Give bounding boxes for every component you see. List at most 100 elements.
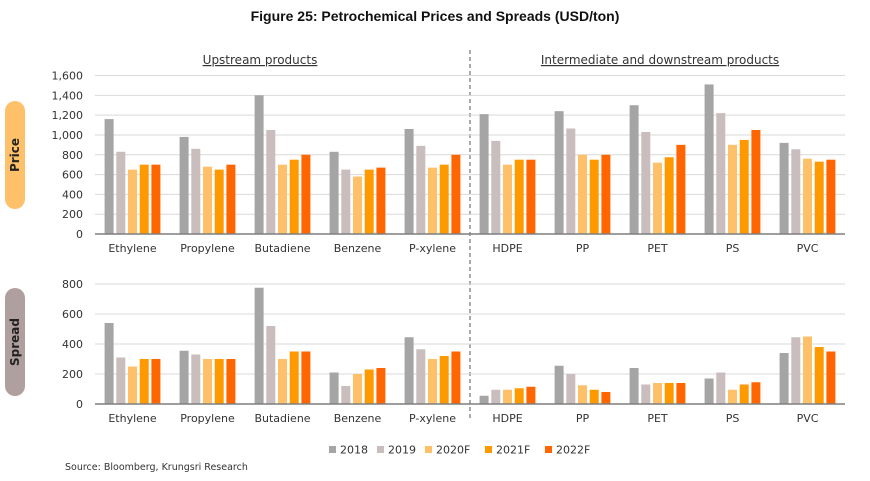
legend-item-2021f: 2021F [485,444,530,457]
bar-spread-hdpe-2019 [491,389,501,404]
bar-spread-p-xylene-2021f [439,356,449,404]
category-label: PVC [797,412,819,425]
bar-price-ethylene-2019 [116,151,126,234]
bar-spread-ps-2018 [704,378,714,404]
category-label: P-xylene [409,242,456,255]
bar-price-ps-2020f [728,144,737,234]
bar-spread-benzene-2021f [364,369,374,404]
bar-spread-ethylene-2020f [128,366,137,404]
bar-spread-ethylene-2019 [116,357,126,404]
legend-label: 2018 [340,444,368,457]
bar-price-hdpe-2020f [503,164,512,234]
legend-swatch [425,446,432,453]
bar-price-butadiene-2019 [266,129,276,234]
bar-price-pvc-2019 [791,149,801,234]
bar-price-ethylene-2021f [139,164,149,234]
bar-spread-butadiene-2022f [301,351,311,404]
legend-label: 2021F [496,444,530,457]
legend-swatch [485,446,492,453]
bar-spread-ps-2022f [751,382,761,404]
legend-swatch [377,446,384,453]
legend-swatch [545,446,552,453]
bar-price-pp-2021f [589,159,599,234]
y-tick-label: 1,400 [52,89,84,102]
bar-price-pp-2020f [578,154,587,234]
bar-price-ethylene-2020f [128,169,137,234]
bar-price-butadiene-2018 [254,95,264,234]
bar-spread-hdpe-2018 [479,395,489,404]
category-label: HDPE [492,242,522,255]
bar-price-benzene-2020f [353,176,362,234]
bar-price-pet-2020f [653,162,662,234]
bar-price-propylene-2022f [226,164,236,234]
bar-spread-ps-2021f [739,384,749,404]
bar-price-benzene-2022f [376,167,386,234]
y-tick-label: 800 [62,149,83,162]
legend-item-2020f: 2020F [425,444,470,457]
bar-spread-p-xylene-2020f [428,359,437,404]
section-label-upstream: Upstream products [203,53,318,67]
y-tick-label: 800 [62,278,83,291]
bar-spread-propylene-2019 [191,354,201,404]
category-label: Butadiene [254,242,310,255]
category-label: PS [726,412,740,425]
bar-spread-pp-2022f [601,392,611,404]
category-label: Propylene [180,412,235,425]
bar-spread-pvc-2021f [814,347,824,404]
bar-spread-butadiene-2021f [289,351,299,404]
bar-spread-pet-2020f [653,383,662,404]
bar-spread-pp-2018 [554,365,564,404]
y-tick-label: 600 [62,169,83,182]
y-tick-label: 200 [62,368,83,381]
y-tick-label: 200 [62,208,83,221]
bar-spread-p-xylene-2018 [404,337,414,404]
bar-spread-ps-2019 [716,372,726,404]
y-tick-label: 400 [62,338,83,351]
bar-spread-hdpe-2022f [526,386,536,404]
bar-price-p-xylene-2022f [451,154,461,234]
category-label: Ethylene [108,412,157,425]
y-tick-label: 0 [76,398,83,411]
bar-price-butadiene-2022f [301,154,311,234]
bar-price-pvc-2021f [814,161,824,234]
bar-spread-butadiene-2020f [278,359,287,404]
bar-spread-pvc-2022f [826,351,836,404]
category-label: PVC [797,242,819,255]
bar-price-ps-2019 [716,113,726,234]
bar-price-pet-2022f [676,144,686,234]
bar-spread-propylene-2022f [226,359,236,404]
bar-spread-benzene-2019 [341,386,351,404]
spread-pill: Spread [5,288,25,396]
y-tick-label: 1,600 [52,70,84,83]
y-tick-label: 0 [76,228,83,241]
bar-spread-hdpe-2021f [514,388,524,404]
legend-label: 2022F [556,444,590,457]
bar-price-pet-2021f [664,157,674,234]
bar-price-propylene-2021f [214,169,224,234]
bar-price-pp-2018 [554,111,564,234]
category-label: Butadiene [254,412,310,425]
bar-spread-pp-2019 [566,374,576,404]
category-label: Ethylene [108,242,157,255]
panel-label: Spread [8,318,22,366]
bar-price-ethylene-2018 [104,119,114,234]
bar-spread-hdpe-2020f [503,389,512,404]
legend-label: 2019 [388,444,416,457]
bar-spread-pet-2022f [676,383,686,404]
bar-spread-ethylene-2021f [139,359,149,404]
bar-price-ethylene-2022f [151,164,161,234]
y-tick-label: 600 [62,308,83,321]
y-tick-label: 1,200 [52,109,84,122]
bar-price-pet-2019 [641,131,651,234]
bar-spread-propylene-2018 [179,350,189,404]
bar-price-pp-2022f [601,154,611,234]
bar-spread-pvc-2020f [803,336,812,404]
bar-price-benzene-2021f [364,169,374,234]
bar-spread-benzene-2018 [329,372,339,404]
category-label: HDPE [492,412,522,425]
price-pill: Price [5,101,25,209]
category-label: PET [647,242,668,255]
category-label: Benzene [334,242,382,255]
bar-price-propylene-2018 [179,136,189,234]
